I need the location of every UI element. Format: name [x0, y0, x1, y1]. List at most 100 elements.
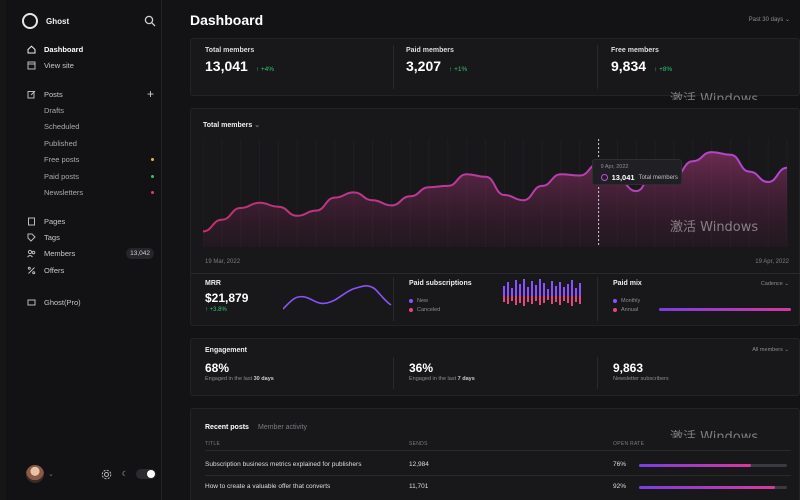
- sidebar-item-label: Members: [44, 249, 76, 259]
- kpi-delta-value: +8%: [659, 66, 673, 73]
- settings-gear-icon[interactable]: [101, 469, 112, 480]
- post-open-rate: 92%: [613, 483, 627, 490]
- tab-member-activity[interactable]: Member activity: [258, 424, 308, 431]
- new-sub-bar: [547, 289, 549, 296]
- sidebar-item-posts[interactable]: Posts +: [26, 86, 154, 102]
- tag-icon: [26, 233, 36, 243]
- tooltip-value: 13,041: [611, 173, 635, 182]
- sidebar-item-label: Dashboard: [44, 44, 84, 54]
- cadence-label: Cadence: [760, 281, 783, 287]
- members-chart-card: Total members ⌄ 19 Mar, 2022 19 Apr, 202…: [190, 108, 800, 326]
- cadence-select[interactable]: Cadence ⌄: [760, 281, 789, 287]
- canceled-sub-bar: [519, 296, 521, 303]
- tooltip-date: 9 Apr, 2022: [600, 164, 629, 170]
- status-dot: [151, 174, 154, 178]
- sidebar-item-label: Free posts: [44, 155, 80, 165]
- canceled-sub-bar: [535, 296, 537, 301]
- sidebar-item-label: Scheduled: [44, 122, 80, 132]
- engagement-card: Engagement All members ⌄ 68% Engaged in …: [190, 338, 800, 396]
- canceled-sub-bar: [503, 296, 505, 302]
- mrr-value: $21,879: [205, 291, 249, 305]
- new-sub-bar: [563, 287, 565, 296]
- kpi-value: 9,834: [611, 58, 647, 74]
- engagement-7d-value: 36%: [409, 361, 434, 375]
- post-open-rate: 76%: [613, 461, 627, 468]
- sidebar-item-pages[interactable]: Pages: [26, 213, 154, 229]
- sidebar-item-newsletters[interactable]: Newsletters: [26, 184, 154, 200]
- windows-watermark-text: 激活 Windows: [670, 220, 759, 235]
- sidebar-item-offers[interactable]: Offers: [26, 262, 154, 278]
- paid-mix-legend: Monthly Annual: [613, 296, 640, 314]
- new-sub-bar: [575, 288, 577, 296]
- date-range-select[interactable]: Past 30 days ⌄: [748, 17, 790, 23]
- new-sub-bar: [503, 286, 505, 296]
- engagement-filter-select[interactable]: All members ⌄: [752, 347, 789, 353]
- sidebar-item-published[interactable]: Published: [26, 135, 154, 151]
- moon-icon: ☾: [121, 471, 128, 478]
- canceled-sub-bar: [539, 296, 541, 305]
- tooltip-value-row: 13,041 Total members: [600, 173, 678, 182]
- kpi-delta: ↑ +4%: [255, 66, 275, 73]
- canceled-sub-bar: [515, 296, 517, 305]
- tab-recent-posts[interactable]: Recent posts: [205, 424, 249, 431]
- sidebar-item-label: Ghost(Pro): [44, 297, 81, 307]
- newsletter-subscribers-label: Newsletter subscribers: [613, 376, 669, 382]
- kpi-delta-value: +1%: [454, 66, 468, 73]
- primary-nav: Dashboard View site: [26, 41, 154, 74]
- legend-item-canceled: Canceled: [409, 305, 440, 314]
- sidebar-item-view-site[interactable]: View site: [26, 57, 154, 73]
- mrr-title: MRR: [205, 280, 221, 287]
- engagement-title: Engagement: [205, 347, 248, 354]
- divider: [393, 45, 394, 89]
- add-post-icon[interactable]: +: [146, 87, 154, 102]
- canceled-sub-bar: [551, 296, 553, 304]
- dark-mode-toggle[interactable]: [136, 469, 156, 479]
- sidebar-item-label: Paid posts: [44, 171, 80, 181]
- mrr-line: [283, 285, 392, 310]
- new-sub-bar: [539, 279, 541, 296]
- chart-title[interactable]: Total members ⌄: [203, 121, 260, 129]
- sidebar-item-members[interactable]: Members 13,042: [26, 246, 154, 262]
- avatar[interactable]: [26, 465, 44, 483]
- sidebar-item-scheduled[interactable]: Scheduled: [26, 119, 154, 135]
- legend-item-new: New: [409, 296, 440, 305]
- divider: [205, 450, 791, 451]
- sidebar-item-label: Drafts: [44, 106, 65, 116]
- post-title: Subscription business metrics explained …: [205, 461, 362, 468]
- paid-subs-bars: [503, 279, 581, 306]
- divider: [191, 273, 800, 274]
- date-range-label: Past 30 days: [748, 17, 784, 23]
- canceled-sub-bar: [567, 296, 569, 303]
- legend-label: New: [417, 297, 429, 304]
- brand-row: Ghost: [22, 12, 156, 30]
- kpi-label: Paid members: [406, 47, 454, 54]
- engagement-filter-label: All members: [752, 347, 783, 353]
- column-header-title: TITLE: [205, 441, 221, 447]
- sidebar-item-tags[interactable]: Tags: [26, 229, 154, 245]
- members-area-chart: [203, 139, 788, 247]
- legend-swatch: [613, 298, 617, 303]
- search-icon[interactable]: [144, 15, 156, 27]
- new-sub-bar: [515, 280, 517, 296]
- canceled-sub-bar: [531, 296, 533, 304]
- new-sub-bar: [535, 285, 537, 296]
- post-title: How to create a valuable offer that conv…: [205, 483, 331, 490]
- edit-icon: [26, 89, 36, 99]
- post-sends: 12,984: [409, 461, 429, 468]
- legend-item-annual: Annual: [613, 305, 640, 314]
- divider: [597, 45, 598, 89]
- chevron-down-icon[interactable]: ⌄: [48, 471, 54, 478]
- sidebar-item-drafts[interactable]: Drafts: [26, 102, 154, 118]
- sidebar-item-ghost-pro[interactable]: Ghost(Pro): [26, 294, 154, 310]
- engagement-label-bold: 7 days: [457, 376, 475, 382]
- mrr-delta-value: +3.8%: [209, 307, 227, 313]
- sidebar-item-paid-posts[interactable]: Paid posts: [26, 168, 154, 184]
- sidebar-item-dashboard[interactable]: Dashboard: [26, 41, 154, 57]
- sidebar-item-label: Newsletters: [44, 188, 84, 198]
- open-rate-bar: [639, 464, 752, 467]
- new-sub-bar: [527, 287, 529, 296]
- canceled-sub-bar: [575, 296, 577, 302]
- legend-swatch: [613, 307, 617, 312]
- kpi-delta: ↑ +1%: [449, 66, 468, 73]
- sidebar-item-free-posts[interactable]: Free posts: [26, 152, 154, 168]
